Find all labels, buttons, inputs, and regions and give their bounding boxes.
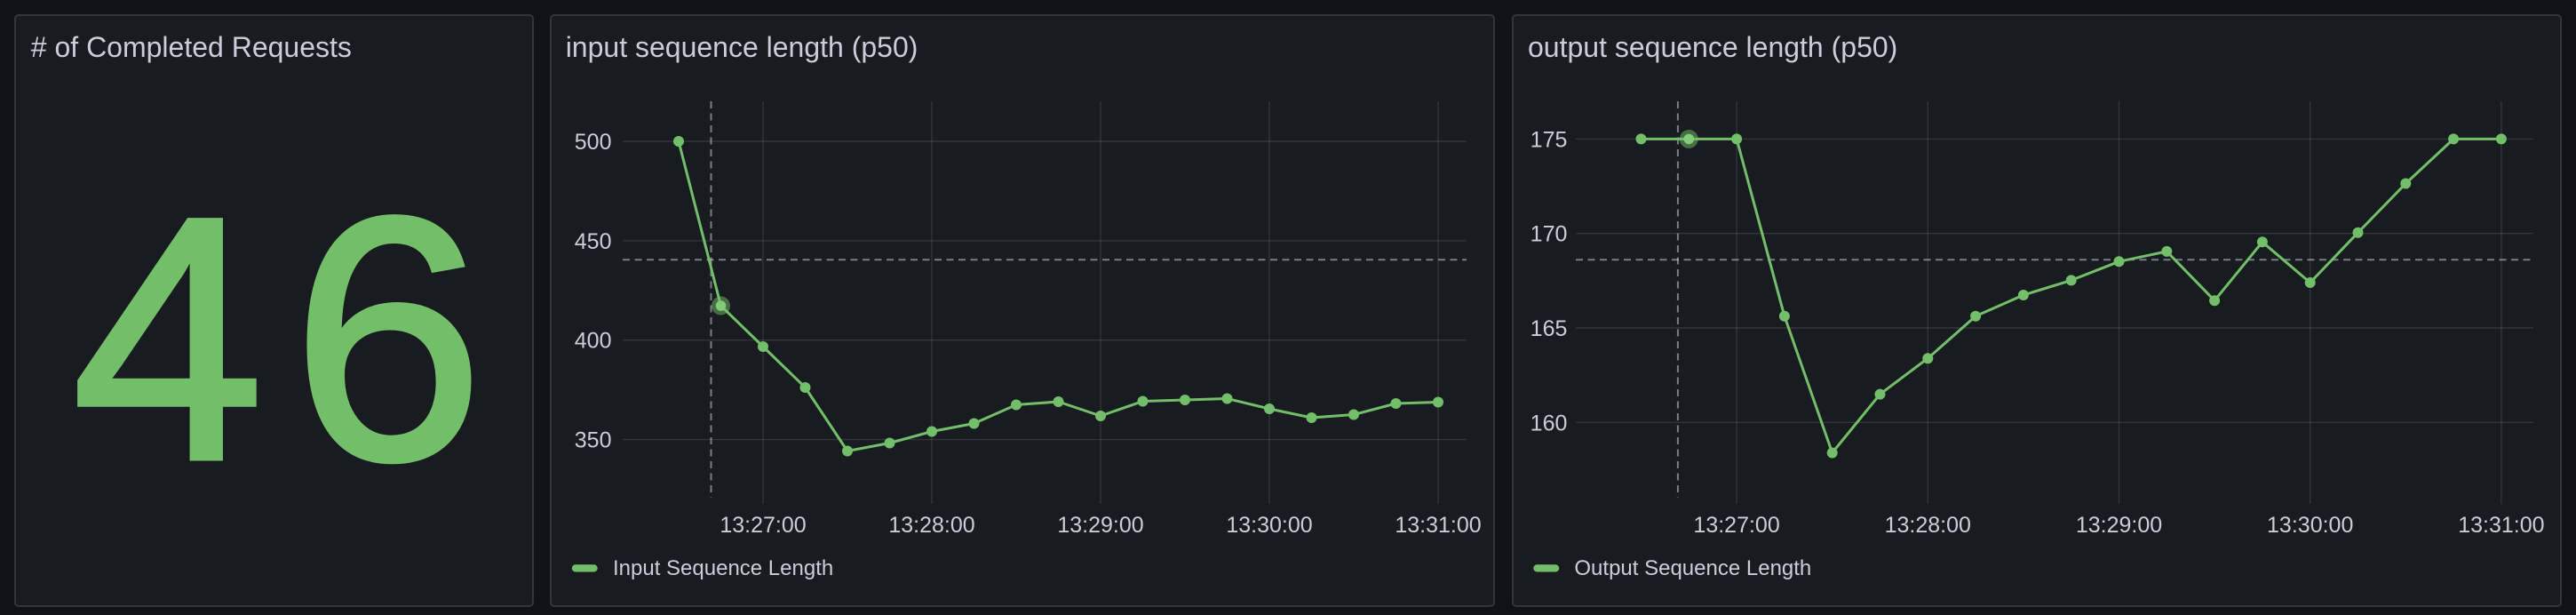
svg-text:450: 450 xyxy=(575,229,612,254)
svg-text:13:29:00: 13:29:00 xyxy=(2076,513,2162,538)
svg-text:13:28:00: 13:28:00 xyxy=(1885,513,1971,538)
svg-text:13:30:00: 13:30:00 xyxy=(1226,513,1312,538)
svg-text:13:31:00: 13:31:00 xyxy=(1395,513,1481,538)
svg-text:13:30:00: 13:30:00 xyxy=(2267,513,2353,538)
svg-text:13:29:00: 13:29:00 xyxy=(1057,513,1143,538)
svg-text:13:27:00: 13:27:00 xyxy=(720,513,806,538)
svg-text:500: 500 xyxy=(575,130,612,155)
svg-text:Output Sequence Length: Output Sequence Length xyxy=(1574,556,1811,580)
svg-text:Input Sequence Length: Input Sequence Length xyxy=(613,556,833,580)
svg-text:13:27:00: 13:27:00 xyxy=(1693,513,1779,538)
svg-text:350: 350 xyxy=(575,428,612,453)
svg-text:46: 46 xyxy=(72,145,512,532)
svg-text:160: 160 xyxy=(1530,411,1568,435)
svg-text:175: 175 xyxy=(1530,127,1568,152)
svg-text:output sequence length (p50): output sequence length (p50) xyxy=(1528,31,1897,63)
svg-text:13:28:00: 13:28:00 xyxy=(888,513,974,538)
svg-text:input sequence length (p50): input sequence length (p50) xyxy=(566,31,918,63)
svg-text:165: 165 xyxy=(1530,316,1568,341)
svg-text:400: 400 xyxy=(575,329,612,354)
svg-text:13:31:00: 13:31:00 xyxy=(2458,513,2544,538)
svg-text:170: 170 xyxy=(1530,222,1568,247)
svg-text:# of Completed Requests: # of Completed Requests xyxy=(31,31,352,63)
